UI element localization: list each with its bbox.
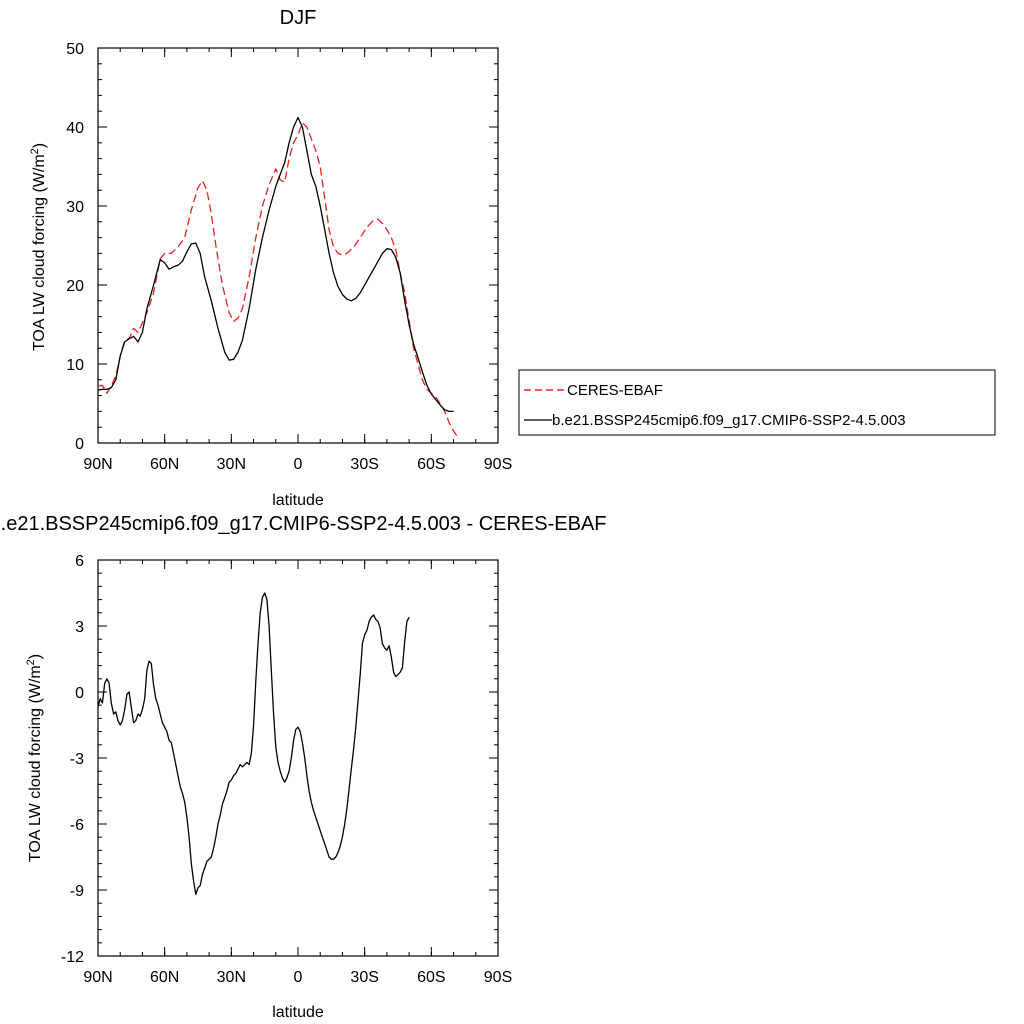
top-series-line-1 <box>97 116 454 413</box>
legend-label-model: b.e21.BSSP245cmip6.f09_g17.CMIP6-SSP2-4.… <box>552 412 906 429</box>
top-x-axis-label: latitude <box>272 492 324 509</box>
bottom-y-tick-label: -9 <box>70 883 84 900</box>
top-x-tick-label: 60N <box>150 456 179 473</box>
top-x-tick-label: 0 <box>294 456 303 473</box>
bottom-plot-frame <box>97 559 499 957</box>
bottom-chart-title: b.e21.BSSP245cmip6.f09_g17.CMIP6-SSP2-4.… <box>0 513 606 535</box>
bottom-x-tick-label: 90S <box>484 969 512 986</box>
legend-box <box>518 369 996 436</box>
bottom-x-tick-label: 30S <box>350 969 378 986</box>
top-chart-panel: DJF TOA LW cloud forcing (W/m2) latitude… <box>29 7 996 509</box>
top-plot-area: 90N 60N 30N 0 30S 60S 90S 0 10 20 30 40 50 <box>66 41 512 473</box>
bottom-x-tick-label: 0 <box>294 969 303 986</box>
top-x-tick-label: 90N <box>83 456 112 473</box>
top-series-line-0 <box>97 122 459 438</box>
bottom-series-line-0 <box>97 592 410 896</box>
top-x-tick-label: 90S <box>484 456 512 473</box>
bottom-x-axis-label: latitude <box>272 1004 324 1021</box>
top-chart-title: DJF <box>280 7 317 29</box>
bottom-chart-panel: b.e21.BSSP245cmip6.f09_g17.CMIP6-SSP2-4.… <box>0 513 606 1021</box>
top-y-tick-label: 0 <box>75 436 84 453</box>
top-x-tick-label: 30N <box>217 456 246 473</box>
bottom-y-tick-label: -6 <box>70 817 84 834</box>
top-y-tick-label: 30 <box>66 199 84 216</box>
top-y-axis-label: TOA LW cloud forcing (W/m2) <box>29 143 48 351</box>
top-x-tick-label: 60S <box>417 456 445 473</box>
bottom-y-axis-label: TOA LW cloud forcing (W/m2) <box>25 654 44 862</box>
legend: CERES-EBAF b.e21.BSSP245cmip6.f09_g17.CM… <box>518 369 996 436</box>
bottom-plot-area: 90N 60N 30N 0 30S 60S 90S -12 -9 -6 -3 0 3 6 <box>61 553 512 986</box>
bottom-y-tick-label: 0 <box>75 685 84 702</box>
bottom-y-tick-label: 3 <box>75 619 84 636</box>
bottom-y-tick-label: 6 <box>75 553 84 570</box>
top-y-tick-label: 40 <box>66 120 84 137</box>
bottom-y-tick-label: -3 <box>70 751 84 768</box>
top-y-tick-label: 20 <box>66 278 84 295</box>
bottom-x-tick-label: 60N <box>150 969 179 986</box>
legend-label-ceres: CERES-EBAF <box>567 382 663 399</box>
top-plot-frame <box>97 47 499 444</box>
bottom-x-tick-label: 90N <box>83 969 112 986</box>
bottom-y-tick-label: -12 <box>61 949 84 966</box>
bottom-x-tick-label: 30N <box>217 969 246 986</box>
top-y-tick-label: 50 <box>66 41 84 58</box>
top-x-tick-label: 30S <box>350 456 378 473</box>
top-y-tick-label: 10 <box>66 357 84 374</box>
bottom-x-tick-label: 60S <box>417 969 445 986</box>
